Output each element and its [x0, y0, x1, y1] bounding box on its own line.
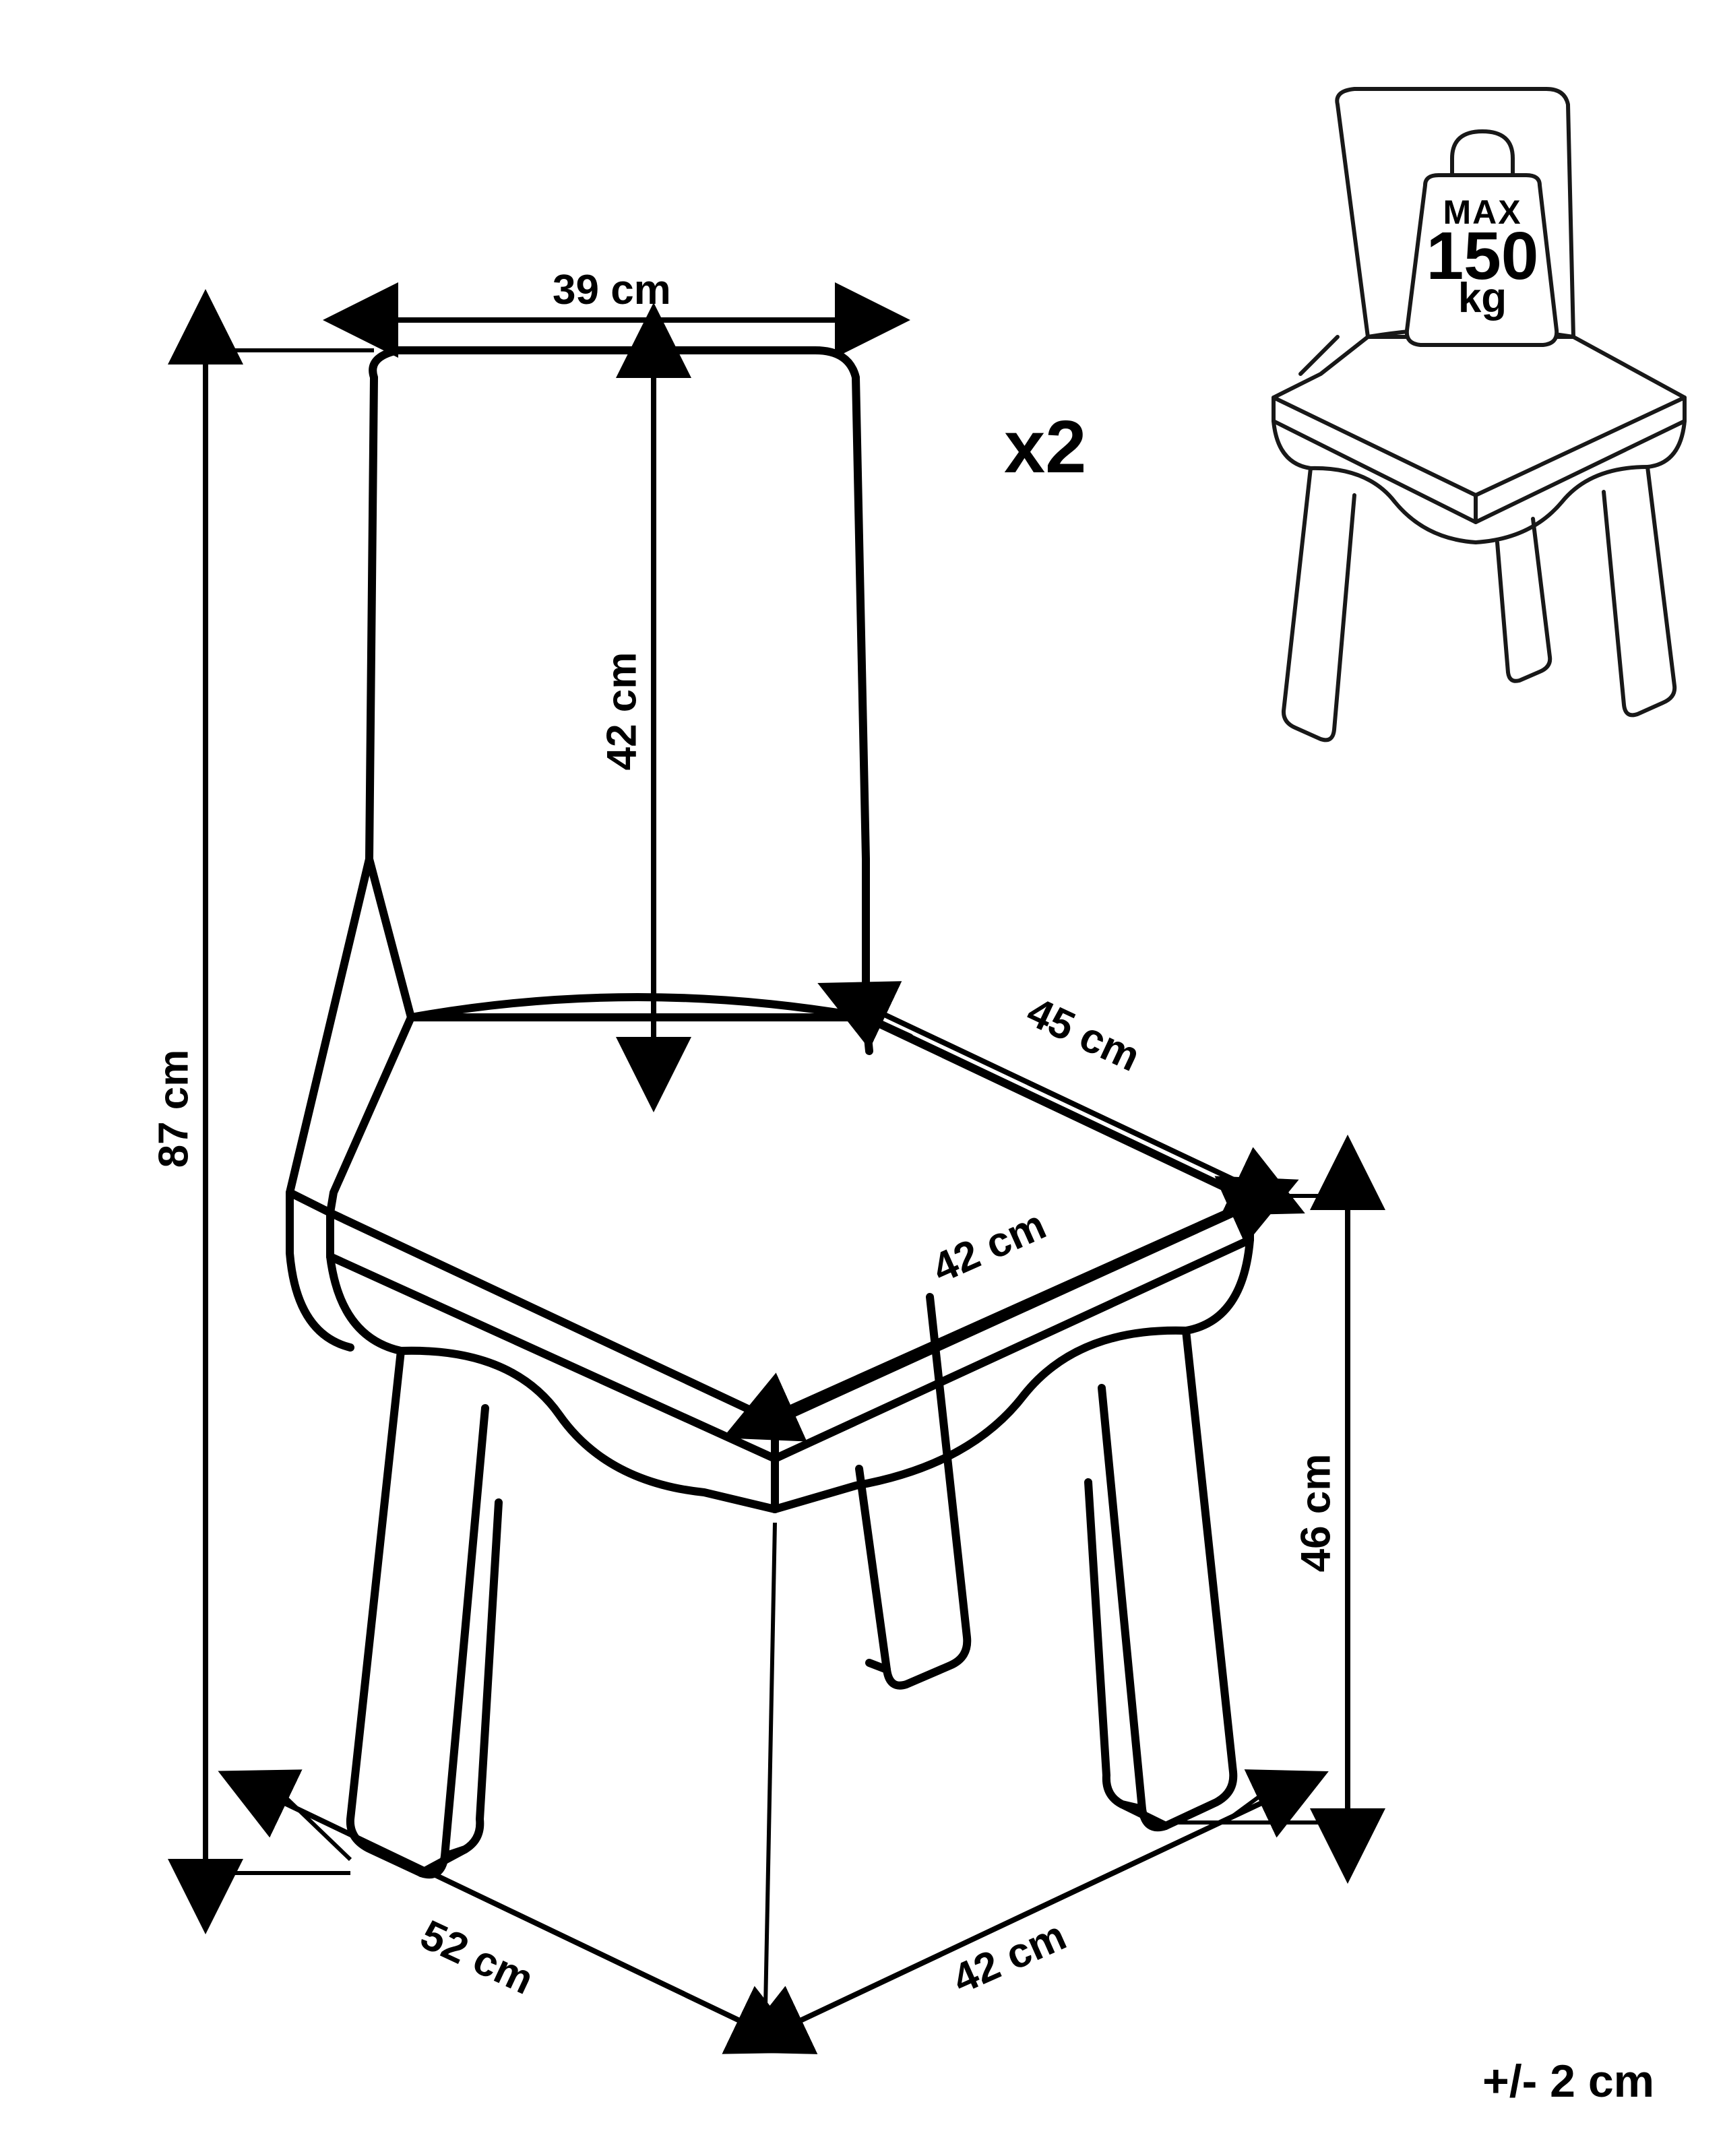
- diagram-svg: [0, 0, 1725, 2156]
- max-weight-label: MAX 150 kg: [1422, 195, 1543, 319]
- tolerance-label: +/- 2 cm: [1482, 2055, 1654, 2107]
- dim-total-height: 87 cm: [150, 1050, 197, 1168]
- small-chair-outline: [1274, 89, 1685, 740]
- dim-backrest-height: 42 cm: [598, 652, 646, 771]
- diagram-canvas: 39 cm 87 cm 42 cm 45 cm 42 cm 46 cm 52 c…: [0, 0, 1725, 2156]
- dim-seat-height: 46 cm: [1292, 1454, 1340, 1573]
- dim-backrest-top-width: 39 cm: [553, 266, 671, 314]
- main-chair-outline: [290, 350, 1250, 1874]
- quantity-label: x2: [1004, 404, 1086, 490]
